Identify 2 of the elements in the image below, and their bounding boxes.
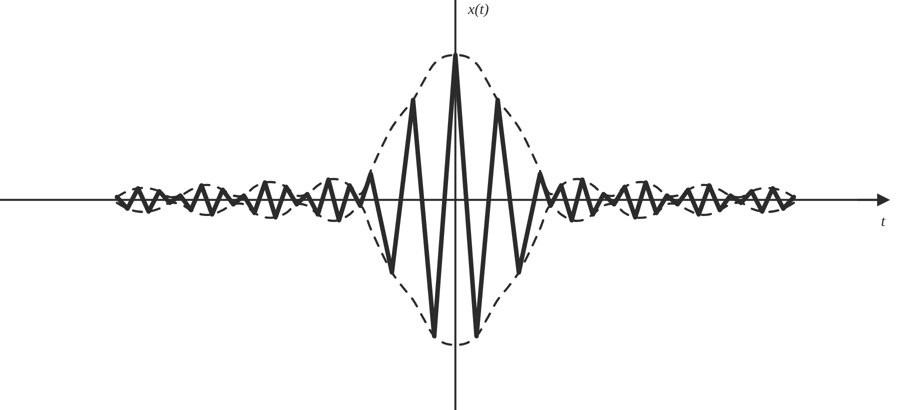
y-axis-title: x(t) xyxy=(467,2,489,18)
text: t xyxy=(881,214,886,230)
